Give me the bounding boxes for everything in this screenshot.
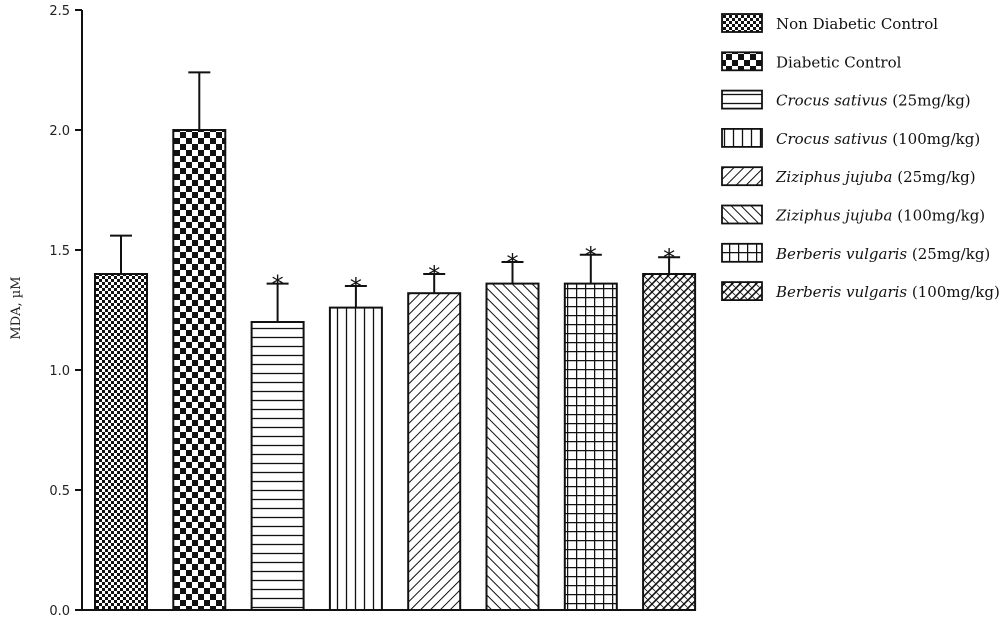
bar: [328, 306, 383, 611]
legend-label: Diabetic Control: [776, 53, 902, 71]
y-tick-label: 0.0: [49, 604, 70, 619]
legend-swatch: [721, 204, 763, 225]
legend-swatch: [721, 89, 763, 110]
legend-label: Berberis vulgaris (25mg/kg): [775, 245, 990, 263]
y-tick-label: 2.0: [49, 124, 70, 139]
y-tick-label: 2.5: [49, 4, 70, 19]
legend-species: Ziziphus jujuba: [775, 168, 892, 186]
legend-swatch: [721, 51, 763, 72]
bars: * * * * * *: [94, 71, 697, 611]
bar: [250, 321, 305, 611]
significance-star: *: [663, 244, 675, 272]
bar: [94, 273, 148, 611]
significance-star: *: [428, 261, 440, 289]
y-ticks: 0.0 0.5 1.0 1.5 2.0 2.5: [49, 4, 82, 619]
legend-label: Berberis vulgaris (100mg/kg): [775, 283, 1000, 301]
bar: [563, 282, 618, 611]
legend-swatch: [721, 13, 763, 33]
significance-star: *: [585, 242, 597, 270]
bar: [172, 129, 227, 611]
legend-detail: (100mg/kg): [892, 207, 985, 225]
y-tick-label: 1.0: [49, 364, 70, 379]
y-tick-label: 0.5: [49, 484, 70, 499]
legend-detail: (25mg/kg): [888, 92, 971, 110]
legend-label: Crocus sativus (25mg/kg): [776, 92, 971, 110]
legend-swatch: [721, 242, 763, 263]
legend-species: Crocus sativus: [776, 130, 888, 148]
bar: [642, 273, 697, 611]
bar: [407, 292, 462, 611]
legend-label: Crocus sativus (100mg/kg): [776, 130, 980, 148]
legend-label: Non Diabetic Control: [776, 15, 938, 33]
legend-detail: (100mg/kg): [888, 130, 981, 148]
significance-star: *: [507, 249, 519, 277]
legend-swatch: [721, 166, 763, 187]
legend-detail: Non Diabetic Control: [776, 15, 938, 33]
legend-detail: Diabetic Control: [776, 53, 902, 71]
bar: [485, 282, 540, 611]
legend: Non Diabetic Control Diabetic Control Croc…: [721, 13, 1000, 302]
legend-swatch: [721, 127, 763, 148]
significance-star: *: [350, 273, 362, 301]
legend-swatch: [721, 281, 763, 302]
legend-species: Berberis vulgaris: [775, 245, 907, 263]
legend-species: Ziziphus jujuba: [775, 207, 892, 225]
y-tick-label: 1.5: [49, 244, 70, 259]
legend-label: Ziziphus jujuba (25mg/kg): [775, 168, 976, 186]
legend-detail: (25mg/kg): [892, 168, 975, 186]
significance-star: *: [272, 271, 284, 299]
legend-species: Crocus sativus: [776, 92, 888, 110]
legend-detail: (25mg/kg): [907, 245, 990, 263]
legend-detail: (100mg/kg): [907, 283, 1000, 301]
legend-species: Berberis vulgaris: [775, 283, 907, 301]
legend-label: Ziziphus jujuba (100mg/kg): [775, 207, 985, 225]
y-axis-label: MDA, µM: [9, 276, 24, 339]
